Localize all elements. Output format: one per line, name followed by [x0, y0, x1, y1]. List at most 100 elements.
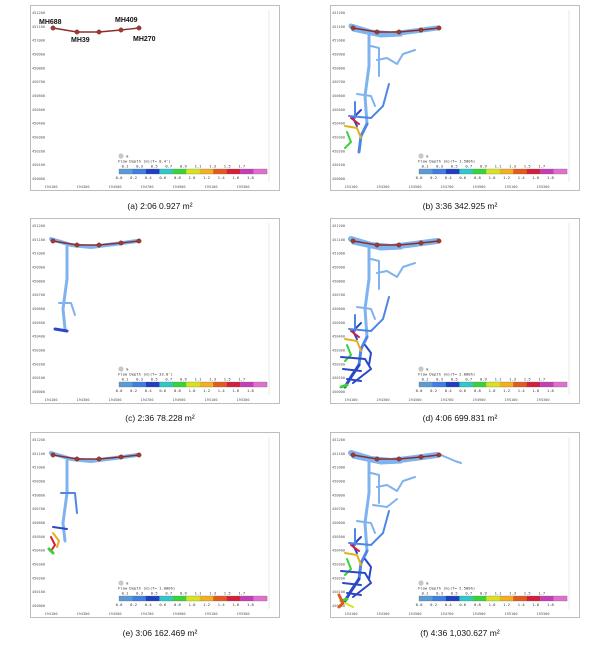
x-tick-label: 194500 [109, 398, 122, 402]
legend-value-lower: 0.0 [416, 602, 424, 607]
legend-dot [418, 366, 424, 372]
legend-unit: m [426, 366, 429, 371]
legend-value-upper: 0.1 [422, 164, 430, 169]
legend-bar-frame [118, 381, 268, 388]
y-tick-label: 450000 [332, 390, 345, 394]
y-tick-label: 450800 [332, 66, 345, 70]
x-tick-label: 194900 [173, 185, 186, 189]
legend-bar-frame [418, 381, 568, 388]
legend-value-lower: 0.0 [416, 175, 424, 180]
y-tick-label: 450800 [32, 279, 45, 283]
legend-value-upper: 0.3 [136, 591, 143, 596]
y-tick-label: 451200 [32, 11, 45, 15]
manhole-label: MH270 [133, 36, 156, 43]
map-canvas: 451200 451100 451000 450900 450800 450700 4506… [332, 223, 570, 402]
legend-color-swatch [119, 382, 133, 387]
manhole-marker [50, 25, 56, 31]
manhole-marker [418, 454, 424, 460]
y-tick-label: 451200 [332, 11, 345, 15]
flood-street [344, 125, 362, 139]
map-canvas: 451200 451100 451000 450900 450800 450700 4506… [332, 10, 570, 189]
legend-value-lower: 1.4 [518, 175, 526, 180]
legend-color-swatch [213, 596, 227, 601]
flood-street [344, 558, 352, 576]
legend-color-swatch [499, 382, 514, 387]
flood-street [350, 330, 360, 338]
y-tick-label: 450700 [32, 80, 45, 84]
flood-street [348, 296, 390, 332]
legend-color-swatch [199, 596, 214, 601]
map-canvas: 451200 451100 451000 450900 450800 450700 4506… [32, 437, 270, 616]
manhole-marker [374, 242, 380, 248]
legend-dot [118, 366, 124, 372]
y-tick-label: 450700 [32, 507, 45, 511]
legend-value-lower: 0.6 [159, 602, 167, 607]
y-tick-label: 450400 [332, 549, 345, 553]
legend-value-upper: 1.5 [524, 377, 531, 382]
legend-color-swatch [513, 169, 527, 174]
legend-value-upper: 1.5 [224, 591, 231, 596]
manhole-label: MH409 [115, 17, 138, 24]
x-tick-label: 194500 [409, 398, 422, 402]
x-tick-label: 194700 [141, 612, 154, 616]
flood-map [50, 25, 142, 35]
legend-value-upper: 1.5 [524, 164, 531, 169]
x-tick-label: 195300 [537, 612, 550, 616]
legend-dot [418, 153, 424, 159]
legend-color-swatch [445, 169, 460, 174]
manhole-marker [74, 242, 80, 248]
flood-map [49, 237, 142, 333]
manhole-marker [350, 238, 356, 244]
x-tick-label: 194500 [109, 185, 122, 189]
flood-street [342, 582, 362, 586]
flood-street [344, 552, 362, 566]
legend-color-swatch [526, 596, 541, 601]
legend-color-swatch [145, 382, 160, 387]
legend-value-lower: 0.0 [116, 602, 124, 607]
legend-value-lower: 1.2 [503, 175, 510, 180]
y-tick-label: 450700 [332, 80, 345, 84]
x-tick-label: 195300 [237, 398, 250, 402]
y-tick-label: 450800 [332, 279, 345, 283]
legend-color-swatch [253, 382, 268, 387]
flood-street [370, 258, 380, 290]
legend-color-swatch [445, 382, 460, 387]
x-tick-label: 194700 [441, 185, 454, 189]
legend-value-upper: 0.1 [422, 591, 430, 596]
legend-value-lower: 1.0 [189, 175, 197, 180]
legend-unit: m [126, 580, 129, 585]
legend-value-lower: 1.2 [203, 388, 210, 393]
flood-street [346, 592, 362, 596]
legend-value-lower: 0.0 [416, 388, 424, 393]
legend-value-lower: 1.6 [532, 388, 540, 393]
legend-value-upper: 1.3 [209, 164, 216, 169]
legend-color-swatch [432, 382, 447, 387]
legend-value-lower: 1.6 [532, 175, 540, 180]
x-tick-label: 194100 [45, 398, 58, 402]
flood-street [344, 131, 352, 149]
flood-street [363, 32, 371, 126]
y-tick-label: 450500 [332, 321, 345, 325]
legend-dot [118, 153, 124, 159]
x-tick-label: 194500 [409, 185, 422, 189]
legend-value-lower: 0.0 [116, 175, 124, 180]
flood-street [348, 510, 390, 546]
flood-street [58, 302, 76, 316]
legend-value-lower: 0.4 [445, 175, 453, 180]
legend-value-upper: 1.7 [238, 591, 245, 596]
y-tick-label: 450700 [332, 507, 345, 511]
legend-bar-frame [418, 168, 568, 175]
legend-value-upper: 1.5 [224, 377, 231, 382]
y-tick-label: 450100 [32, 376, 45, 380]
y-tick-label: 450300 [332, 136, 345, 140]
legend-color-swatch [145, 596, 160, 601]
legend-color-swatch [419, 382, 433, 387]
y-tick-label: 450200 [332, 576, 345, 580]
legend-value-lower: 1.0 [489, 175, 497, 180]
flood-street [344, 602, 354, 608]
x-tick-label: 195300 [537, 185, 550, 189]
legend-value-lower: 1.8 [247, 388, 255, 393]
legend-color-swatch [159, 382, 174, 387]
legend-color-swatch [526, 382, 541, 387]
